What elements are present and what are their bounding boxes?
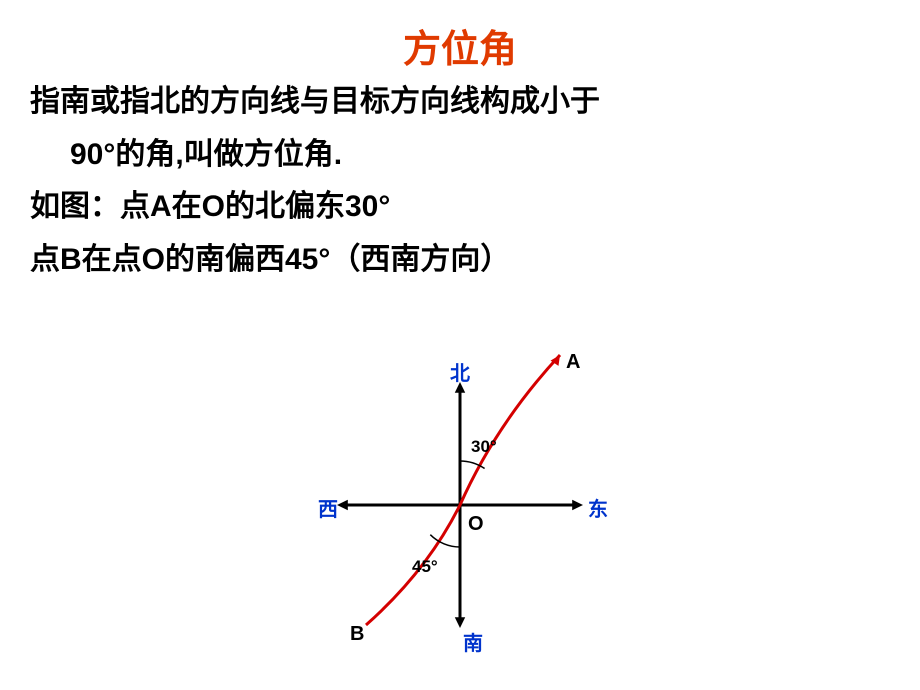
label-angle-b: 45°: [412, 557, 438, 577]
compass-diagram: 北 南 东 西 O A B 30° 45°: [260, 335, 660, 675]
label-angle-a: 30°: [471, 437, 497, 457]
paragraph-1-line-2: 90°的角,叫做方位角.: [0, 126, 920, 179]
page-title: 方位角: [0, 0, 920, 73]
label-north: 北: [450, 357, 470, 386]
label-south: 南: [463, 627, 483, 656]
label-west: 西: [318, 493, 338, 522]
label-point-a: A: [566, 351, 580, 374]
label-point-b: B: [350, 623, 364, 646]
label-east: 东: [588, 493, 608, 522]
paragraph-3: 点B在点O的南偏西45°（西南方向）: [0, 231, 920, 284]
label-origin: O: [468, 513, 484, 536]
paragraph-1-line-1: 指南或指北的方向线与目标方向线构成小于: [0, 73, 920, 126]
paragraph-2: 如图：点A在O的北偏东30°: [0, 178, 920, 231]
